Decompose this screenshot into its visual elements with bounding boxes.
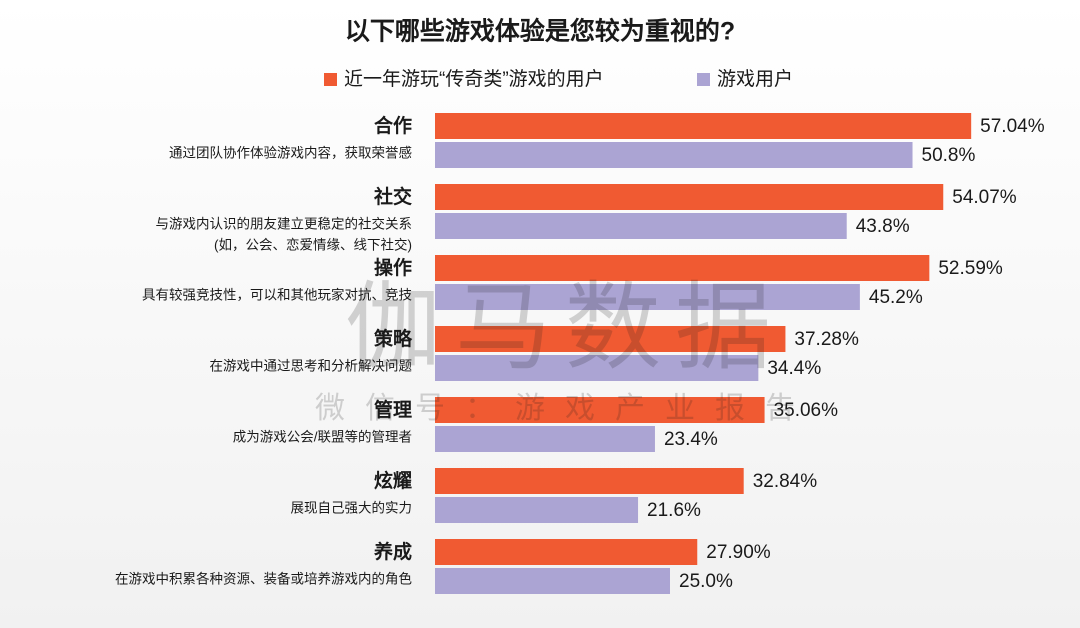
value-label: 43.8% bbox=[856, 216, 910, 237]
value-label: 21.6% bbox=[647, 500, 701, 521]
bar bbox=[435, 284, 860, 310]
category-label: 合作 bbox=[374, 114, 412, 137]
bar bbox=[435, 468, 744, 494]
bar bbox=[435, 113, 972, 139]
bar bbox=[435, 326, 786, 352]
bar bbox=[435, 539, 698, 565]
bar bbox=[435, 142, 913, 168]
category-description: 成为游戏公会/联盟等的管理者 bbox=[233, 429, 412, 445]
value-label: 23.4% bbox=[664, 429, 718, 450]
value-label: 57.04% bbox=[980, 116, 1045, 137]
category-label: 社交 bbox=[373, 185, 412, 208]
legend-swatch bbox=[324, 73, 337, 86]
category-label: 操作 bbox=[374, 256, 412, 279]
value-label: 52.59% bbox=[938, 258, 1003, 279]
chart-title: 以下哪些游戏体验是您较为重视的? bbox=[345, 17, 735, 46]
category-label: 策略 bbox=[374, 327, 413, 350]
value-label: 54.07% bbox=[952, 187, 1017, 208]
category-description: 展现自己强大的实力 bbox=[291, 501, 413, 516]
bar bbox=[435, 255, 930, 281]
category-description: 具有较强竞技性，可以和其他玩家对抗、竞技 bbox=[142, 287, 412, 303]
value-label: 45.2% bbox=[869, 287, 923, 308]
value-label: 25.0% bbox=[679, 571, 733, 592]
value-label: 34.4% bbox=[767, 358, 821, 379]
category-description: (如，公会、恋爱情缘、线下社交) bbox=[214, 237, 412, 253]
bar bbox=[435, 426, 655, 452]
value-label: 35.06% bbox=[774, 400, 839, 421]
bar bbox=[435, 355, 759, 381]
legend-label: 游戏用户 bbox=[717, 68, 793, 90]
category-label: 养成 bbox=[373, 540, 412, 563]
category-label: 管理 bbox=[374, 398, 412, 421]
bar bbox=[435, 497, 639, 523]
category-description: 与游戏内认识的朋友建立更稳定的社交关系 bbox=[156, 216, 413, 232]
value-label: 37.28% bbox=[794, 329, 859, 350]
legend-label: 近一年游玩“传奇类”游戏的用户 bbox=[344, 68, 604, 90]
bar bbox=[435, 568, 670, 594]
category-description: 在游戏中通过思考和分析解决问题 bbox=[210, 359, 413, 374]
value-label: 50.8% bbox=[922, 145, 976, 166]
watermark: 伽马数据 bbox=[345, 274, 785, 381]
value-label: 32.84% bbox=[753, 471, 818, 492]
legend-swatch bbox=[697, 73, 710, 86]
value-label: 27.90% bbox=[706, 542, 771, 563]
bar bbox=[435, 213, 847, 239]
bar bbox=[435, 397, 765, 423]
category-description: 通过团队协作体验游戏内容，获取荣誉感 bbox=[169, 145, 412, 161]
category-description: 在游戏中积累各种资源、装备或培养游戏内的角色 bbox=[115, 571, 412, 587]
bar bbox=[435, 184, 944, 210]
category-label: 炫耀 bbox=[374, 469, 412, 492]
watermark: 微信号：游戏产业报告 bbox=[315, 392, 815, 425]
